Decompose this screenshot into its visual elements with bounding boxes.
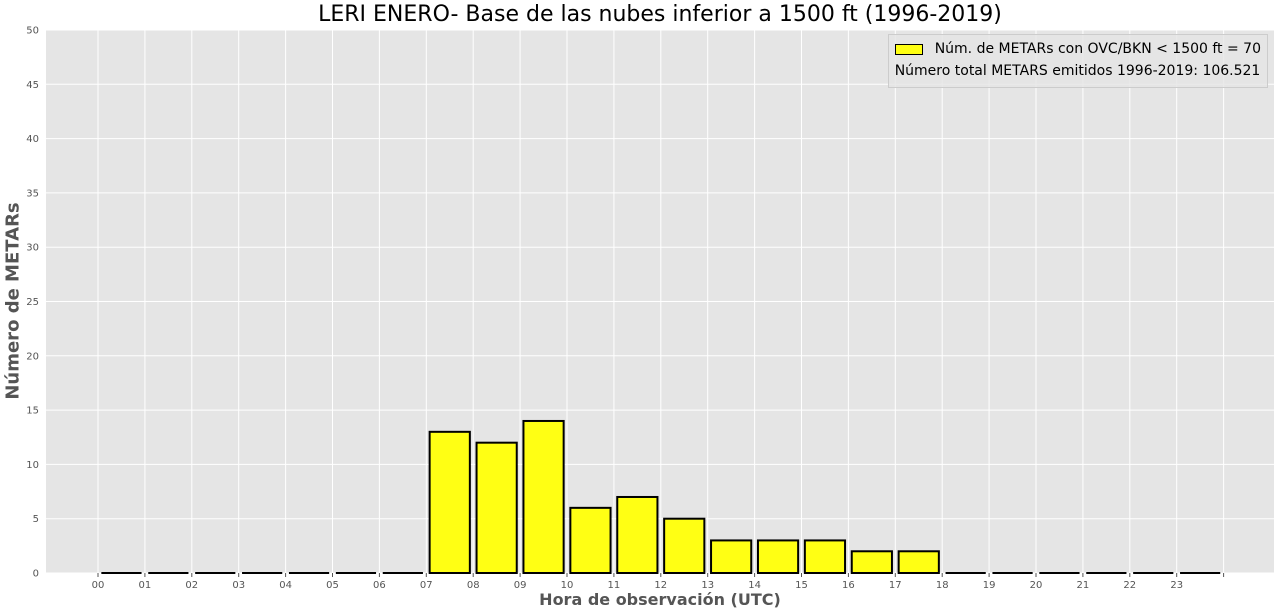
y-tick-label: 20 [26, 351, 39, 362]
x-tick-label: 03 [232, 580, 245, 591]
x-tick-label: 05 [326, 580, 339, 591]
x-tick-label: 17 [889, 580, 902, 591]
x-tick-label: 12 [654, 580, 667, 591]
x-tick-label: 13 [701, 580, 714, 591]
x-tick-label: 06 [373, 580, 386, 591]
legend-swatch [894, 43, 923, 55]
x-tick-label: 19 [983, 580, 996, 591]
x-tick-label: 22 [1123, 580, 1136, 591]
legend: Núm. de METARs con OVC/BKN < 1500 ft = 7… [887, 34, 1268, 88]
x-tick-label: 11 [608, 580, 621, 591]
y-tick-label: 50 [26, 26, 39, 37]
bar [710, 539, 753, 574]
y-tick-label: 45 [26, 80, 39, 91]
bar [616, 495, 659, 575]
legend-entry: Núm. de METARs con OVC/BKN < 1500 ft = 7… [894, 39, 1261, 59]
bar [475, 441, 518, 574]
y-tick-label: 15 [26, 406, 39, 417]
legend-label: Núm. de METARs con OVC/BKN < 1500 ft = 7… [934, 41, 1261, 57]
x-tick-label: 09 [514, 580, 527, 591]
bar [663, 517, 706, 575]
bar [897, 550, 940, 575]
x-tick-label: 10 [561, 580, 574, 591]
x-axis-label: Hora de observación (UTC) [539, 590, 781, 609]
x-tick-label: 01 [139, 580, 152, 591]
y-tick-label: 35 [26, 188, 39, 199]
bar [756, 539, 800, 574]
x-tick-label: 02 [185, 580, 198, 591]
x-tick-label: 00 [92, 580, 105, 591]
y-tick-label: 40 [26, 134, 39, 145]
x-tick-label: 21 [1077, 580, 1090, 591]
y-axis-label: Número de METARs [2, 202, 24, 400]
bar [522, 419, 565, 574]
bar [850, 550, 893, 575]
bar [803, 539, 847, 574]
x-tick-label: 15 [795, 580, 808, 591]
x-tick-label: 07 [420, 580, 433, 591]
x-tick-label: 20 [1030, 580, 1043, 591]
y-tick-label: 30 [26, 243, 39, 254]
bar [569, 506, 612, 574]
legend-total-note: Número total METARS emitidos 1996-2019: … [894, 63, 1261, 79]
bar [428, 430, 471, 574]
y-tick-label: 0 [33, 569, 39, 580]
y-tick-label: 25 [26, 297, 39, 308]
x-tick-label: 23 [1170, 580, 1183, 591]
x-tick-label: 04 [279, 580, 292, 591]
x-tick-label: 18 [936, 580, 949, 591]
y-tick-label: 5 [33, 514, 39, 525]
x-tick-label: 08 [467, 580, 480, 591]
x-tick-label: 16 [842, 580, 855, 591]
x-tick-label: 14 [748, 580, 761, 591]
chart-title: LERI ENERO- Base de las nubes inferior a… [318, 2, 1002, 27]
y-tick-label: 10 [26, 460, 39, 471]
